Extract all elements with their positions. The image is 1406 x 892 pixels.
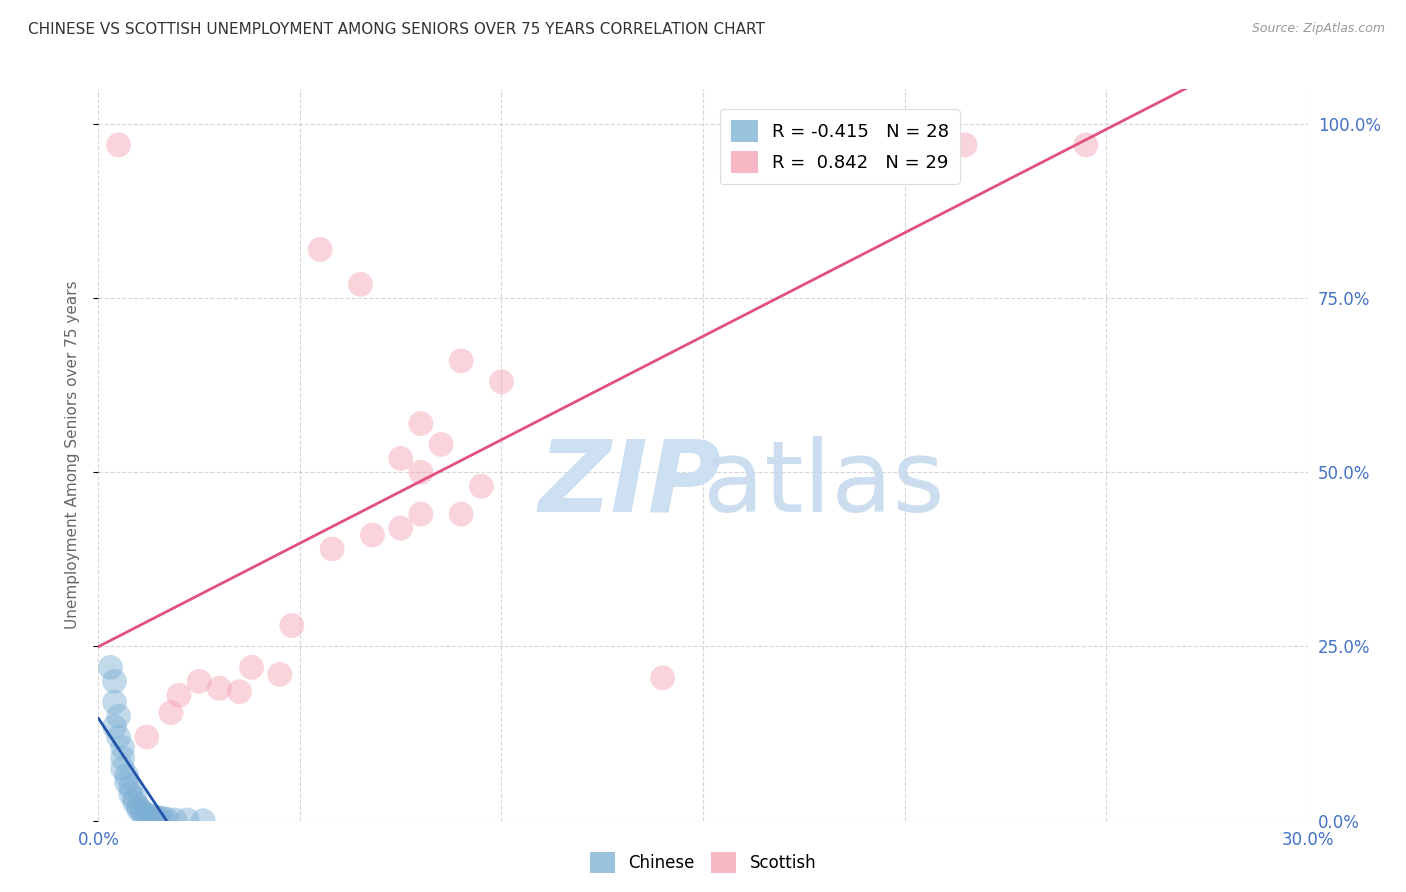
Point xyxy=(128,803,150,817)
Point xyxy=(491,375,513,389)
Point xyxy=(228,685,250,699)
Point xyxy=(128,799,150,814)
Point xyxy=(430,437,453,451)
Point xyxy=(115,775,138,789)
Point xyxy=(389,451,412,466)
Text: Source: ZipAtlas.com: Source: ZipAtlas.com xyxy=(1251,22,1385,36)
Point xyxy=(389,521,412,535)
Point xyxy=(120,787,142,801)
Text: ZIP: ZIP xyxy=(538,435,721,533)
Point xyxy=(193,814,215,828)
Text: atlas: atlas xyxy=(703,435,945,533)
Point xyxy=(132,805,155,819)
Point xyxy=(651,671,673,685)
Point xyxy=(111,740,134,755)
Point xyxy=(111,751,134,765)
Point xyxy=(188,674,211,689)
Point xyxy=(139,809,162,823)
Point xyxy=(120,780,142,795)
Point xyxy=(124,796,146,810)
Point xyxy=(103,720,125,734)
Text: CHINESE VS SCOTTISH UNEMPLOYMENT AMONG SENIORS OVER 75 YEARS CORRELATION CHART: CHINESE VS SCOTTISH UNEMPLOYMENT AMONG S… xyxy=(28,22,765,37)
Point xyxy=(160,706,183,720)
Point xyxy=(281,618,304,632)
Point xyxy=(349,277,371,292)
Point xyxy=(409,507,432,521)
Point xyxy=(1074,137,1097,152)
Point xyxy=(103,695,125,709)
Legend: Chinese, Scottish: Chinese, Scottish xyxy=(583,846,823,880)
Point xyxy=(450,507,472,521)
Point xyxy=(470,479,492,493)
Point xyxy=(148,811,170,825)
Point xyxy=(269,667,291,681)
Point xyxy=(107,137,129,152)
Point xyxy=(107,709,129,723)
Point xyxy=(135,808,157,822)
Point xyxy=(152,812,174,826)
Point xyxy=(853,137,876,152)
Point xyxy=(167,688,190,702)
Point xyxy=(135,730,157,744)
Point xyxy=(321,541,343,556)
Point xyxy=(450,354,472,368)
Point xyxy=(103,674,125,689)
Point xyxy=(409,417,432,431)
Point xyxy=(156,812,179,826)
Point xyxy=(361,528,384,542)
Point xyxy=(132,806,155,821)
Point xyxy=(143,810,166,824)
Point xyxy=(176,813,198,827)
Point xyxy=(240,660,263,674)
Point xyxy=(953,137,976,152)
Point xyxy=(208,681,231,696)
Point xyxy=(409,466,432,480)
Point xyxy=(107,730,129,744)
Point xyxy=(115,768,138,782)
Point xyxy=(309,243,332,257)
Point xyxy=(100,660,122,674)
Point xyxy=(111,761,134,775)
Point xyxy=(163,813,186,827)
Legend: R = -0.415   N = 28, R =  0.842   N = 29: R = -0.415 N = 28, R = 0.842 N = 29 xyxy=(720,109,960,184)
Point xyxy=(124,791,146,805)
Y-axis label: Unemployment Among Seniors over 75 years: Unemployment Among Seniors over 75 years xyxy=(65,281,80,629)
